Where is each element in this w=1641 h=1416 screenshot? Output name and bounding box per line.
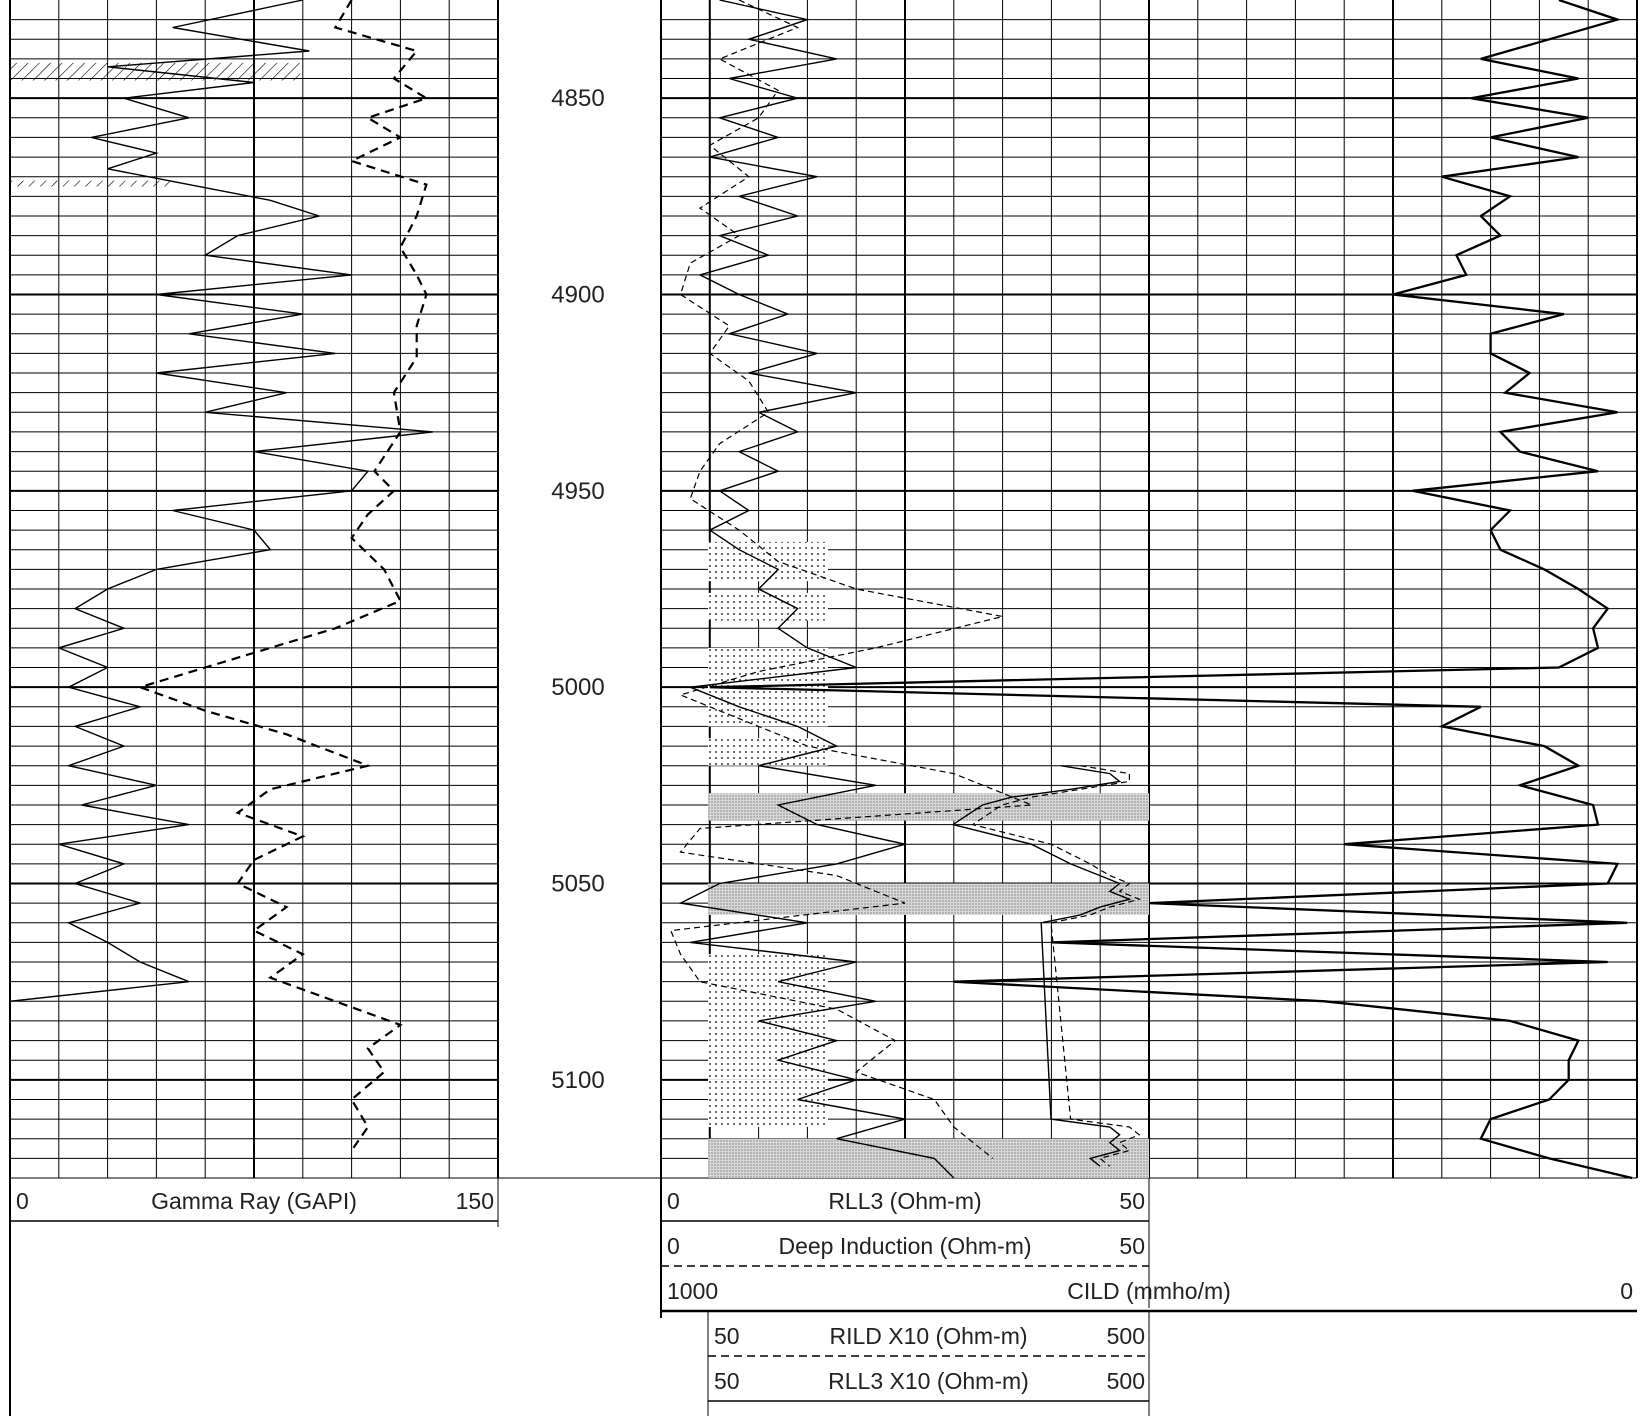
rll3-scale-left: 0 <box>667 1188 680 1214</box>
shaded-intervals <box>10 62 1149 1178</box>
rll3-scale-right: 50 <box>1119 1188 1145 1214</box>
gamma-ray-curve <box>9 0 433 1178</box>
cild-scale-right: 0 <box>1620 1278 1633 1304</box>
cild-curve <box>709 0 1633 1180</box>
depth-tick-label: 5100 <box>551 1067 604 1094</box>
rild-x10-scale-right: 500 <box>1107 1323 1145 1349</box>
deep-induction-scale-label: Deep Induction (Ohm-m) <box>778 1233 1031 1259</box>
depth-tick-label: 4900 <box>551 282 604 309</box>
deep-induction-scale-left: 0 <box>667 1233 680 1259</box>
depth-tick-label: 4950 <box>551 478 604 505</box>
gamma-ray-scale-left: 0 <box>16 1188 29 1214</box>
sand-interval <box>708 883 1149 915</box>
rll3-x10-scale-left: 50 <box>714 1368 740 1394</box>
sand-interval <box>708 1079 828 1127</box>
deep-induction-curve <box>669 0 1033 1159</box>
depth-tick-label: 5000 <box>551 674 604 701</box>
depth-axis: 4850 4900 4950 5000 5050 5100 <box>551 85 604 1094</box>
hatched-interval <box>10 180 170 187</box>
scale-headers: 0 Gamma Ray (GAPI) 150 0 RLL3 (Ohm-m) 500 Deep… <box>10 1188 1637 1416</box>
cild-scale-left: 1000 <box>667 1278 718 1304</box>
gamma-ray-scale-right: 150 <box>456 1188 494 1214</box>
curves <box>9 0 1633 1180</box>
cild-scale-label: CILD (mmho/m) <box>1067 1278 1231 1304</box>
sand-interval <box>708 1138 1149 1178</box>
rll3-x10-curve <box>951 765 1132 1167</box>
sand-interval <box>708 793 1149 821</box>
sand-interval <box>708 738 828 766</box>
sand-interval <box>708 592 828 621</box>
gamma-ray-scale-label: Gamma Ray (GAPI) <box>151 1188 357 1214</box>
rll3-curve <box>678 0 955 1179</box>
depth-tick-label: 4850 <box>551 85 604 112</box>
rild-x10-curve <box>971 765 1142 1167</box>
sand-interval <box>708 954 828 1080</box>
rll3-scale-label: RLL3 (Ohm-m) <box>828 1188 981 1214</box>
gamma-ray-dashed-curve <box>136 0 429 1152</box>
deep-induction-scale-right: 50 <box>1119 1233 1145 1259</box>
rild-x10-scale-label: RILD X10 (Ohm-m) <box>829 1323 1027 1349</box>
depth-tick-label: 5050 <box>551 871 604 898</box>
rild-x10-scale-left: 50 <box>714 1323 740 1349</box>
rll3-x10-scale-label: RLL3 X10 (Ohm-m) <box>828 1368 1029 1394</box>
rll3-x10-scale-right: 500 <box>1107 1368 1145 1394</box>
sand-interval <box>708 541 828 582</box>
